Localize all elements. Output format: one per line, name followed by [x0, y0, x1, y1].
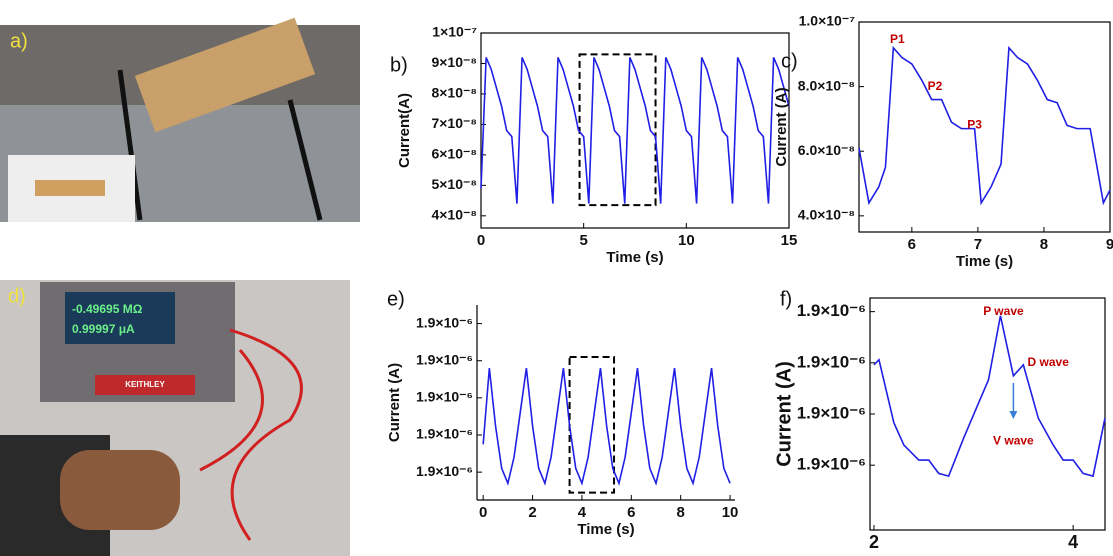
x-tick-label: 6: [627, 504, 635, 521]
annotation: D wave: [1028, 355, 1070, 369]
y-tick-label: 9×10⁻⁸: [431, 54, 477, 70]
test-leads: [199, 328, 303, 541]
instrument-screen: [65, 292, 175, 344]
x-tick-label: 0: [479, 504, 487, 521]
data-line: [480, 57, 790, 204]
arrow-head: [1009, 411, 1018, 419]
y-axis-label: Current (A): [773, 361, 795, 467]
plot-frame: [480, 32, 790, 229]
y-axis-label: Current(A): [396, 93, 413, 168]
y-tick-label: 5×10⁻⁸: [431, 176, 477, 192]
data-line: [873, 315, 1106, 478]
x-tick-label: 8: [1040, 236, 1048, 253]
panel-label: a): [10, 30, 28, 52]
x-tick-label: 2: [528, 504, 536, 521]
data-line: [858, 45, 1111, 206]
y-tick-label: 1.9×10⁻⁶: [797, 352, 866, 371]
x-tick-label: 5: [579, 232, 587, 249]
y-tick-label: 6×10⁻⁸: [431, 146, 477, 162]
y-tick-label: 1.9×10⁻⁶: [797, 301, 866, 320]
y-tick-label: 1.9×10⁻⁶: [416, 426, 473, 442]
y-tick-label: 4×10⁻⁸: [431, 207, 477, 223]
panel-label: b): [390, 54, 408, 76]
sensor-patch: [134, 17, 316, 133]
reading: 0.99997 μA: [72, 322, 135, 336]
x-tick-label: 10: [678, 232, 695, 249]
y-tick-label: 1.0×10⁻⁷: [799, 13, 856, 29]
instrument-handle: [95, 375, 195, 395]
panel-label: c): [781, 50, 798, 72]
hand: [60, 450, 180, 530]
x-tick-label: 2: [869, 532, 879, 552]
reading: -0.49695 MΩ: [72, 302, 143, 316]
plot-frame: [869, 297, 1106, 531]
annotation: V wave: [993, 433, 1034, 447]
x-tick-label: 0: [477, 232, 485, 249]
x-tick-label: 4: [578, 504, 587, 521]
cables: [117, 69, 323, 221]
y-tick-label: 1.9×10⁻⁶: [416, 351, 473, 367]
annotation: P1: [890, 32, 905, 46]
x-tick-label: 9: [1106, 236, 1113, 253]
y-tick-label: 1.9×10⁻⁶: [416, 389, 473, 405]
x-tick-label: 15: [781, 232, 798, 249]
y-tick-label: 8.0×10⁻⁸: [798, 77, 855, 93]
x-tick-label: 4: [1068, 532, 1078, 552]
y-tick-label: 8×10⁻⁸: [431, 85, 477, 101]
panel-label: f): [780, 288, 792, 310]
x-tick-label: 6: [908, 236, 916, 253]
y-tick-label: 1.9×10⁻⁶: [416, 314, 473, 330]
data-line: [482, 368, 731, 486]
x-axis-label: Time (s): [956, 253, 1013, 270]
y-axis-label: Current (A): [773, 87, 790, 166]
y-tick-label: 7×10⁻⁸: [431, 115, 477, 131]
brand: KEITHLEY: [125, 380, 165, 389]
y-tick-label: 1×10⁻⁷: [432, 24, 477, 40]
y-tick-label: 6.0×10⁻⁸: [798, 142, 855, 158]
x-axis-label: Time (s): [577, 521, 634, 538]
annotation: P2: [928, 79, 943, 93]
x-tick-label: 10: [722, 504, 739, 521]
annotation: P3: [967, 118, 982, 132]
highlight-box: [578, 53, 657, 207]
annotation: P wave: [983, 304, 1024, 318]
panel-label: e): [387, 288, 405, 310]
y-tick-label: 1.9×10⁻⁶: [797, 403, 866, 422]
y-tick-label: 4.0×10⁻⁸: [798, 207, 855, 223]
panel-label: d): [8, 285, 26, 307]
x-axis-label: Time (s): [606, 249, 663, 266]
inset-sensor: [35, 180, 105, 196]
plot-frame: [858, 21, 1111, 233]
y-axis-label: Current (A): [386, 363, 403, 442]
y-tick-label: 1.9×10⁻⁶: [797, 455, 866, 474]
x-tick-label: 7: [974, 236, 982, 253]
x-tick-label: 8: [677, 504, 685, 521]
y-tick-label: 1.9×10⁻⁶: [416, 463, 473, 479]
